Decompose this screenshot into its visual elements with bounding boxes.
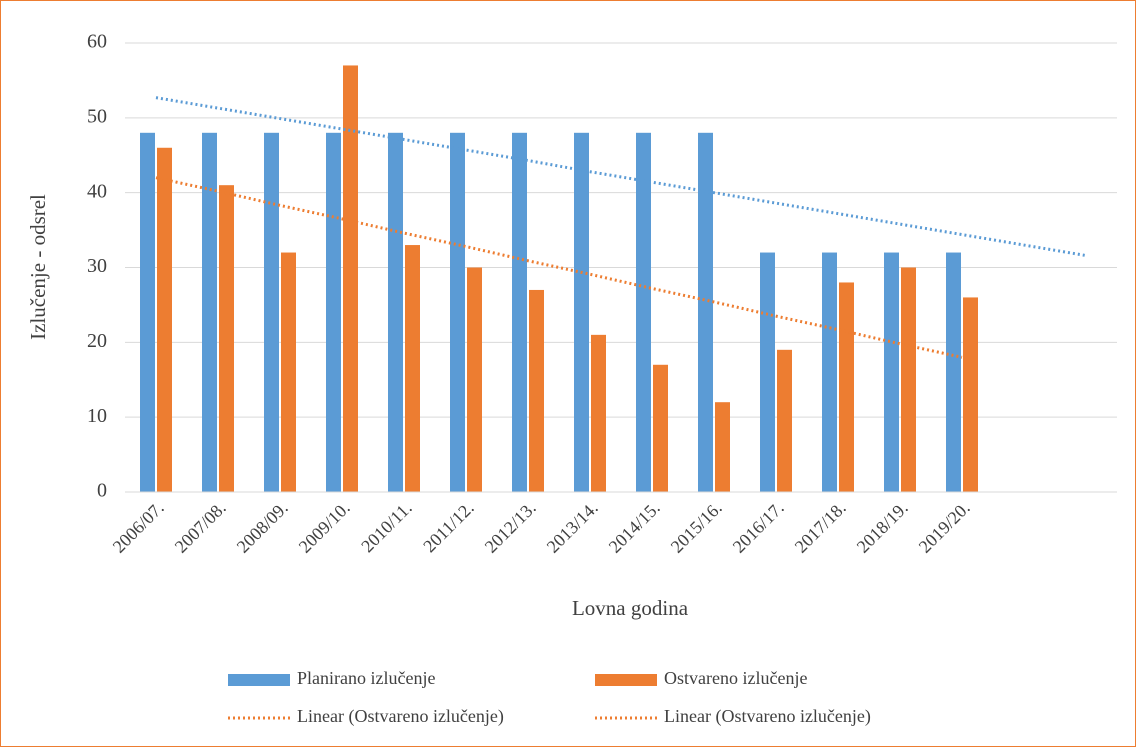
- bar: [343, 65, 358, 492]
- y-tick-label: 40: [87, 180, 107, 202]
- bar: [901, 267, 916, 492]
- bar: [264, 132, 279, 493]
- x-axis-title: Lovna godina: [572, 596, 689, 620]
- bar: [388, 132, 403, 493]
- bar: [467, 267, 482, 492]
- legend-swatch: [595, 674, 657, 686]
- bar: [202, 132, 217, 493]
- legend-label: Ostvareno izlučenje: [664, 668, 807, 688]
- bar: [760, 252, 775, 492]
- bar: [140, 132, 155, 493]
- bar: [698, 132, 713, 493]
- legend-swatch: [228, 674, 290, 686]
- bar: [450, 132, 465, 493]
- legend-label: Linear (Ostvareno izlučenje): [664, 706, 871, 727]
- bar: [512, 132, 527, 493]
- bar: [636, 132, 651, 493]
- y-axis-title: Izlučenje - odsrel: [26, 194, 50, 340]
- bar: [219, 185, 234, 492]
- trendline: [155, 96, 1087, 258]
- bar: [326, 132, 341, 493]
- bar: [777, 349, 792, 492]
- bar: [715, 402, 730, 492]
- bar: [946, 252, 961, 492]
- bar: [839, 282, 854, 492]
- bar: [822, 252, 837, 492]
- legend-label: Linear (Ostvareno izlučenje): [297, 706, 504, 727]
- bar: [884, 252, 899, 492]
- y-tick-label: 10: [87, 405, 107, 427]
- legend-label: Planirano izlučenje: [297, 668, 435, 688]
- y-tick-label: 0: [97, 480, 107, 502]
- bar: [653, 364, 668, 492]
- bar: [574, 132, 589, 493]
- y-tick-label: 20: [87, 330, 107, 352]
- y-tick-label: 30: [87, 255, 107, 277]
- bar: [281, 252, 296, 492]
- y-tick-label: 50: [87, 105, 107, 127]
- y-tick-label: 60: [87, 31, 107, 53]
- bar: [591, 334, 606, 492]
- bar: [157, 147, 172, 492]
- bar: [529, 289, 544, 492]
- bar: [405, 245, 420, 492]
- bar: [963, 297, 978, 492]
